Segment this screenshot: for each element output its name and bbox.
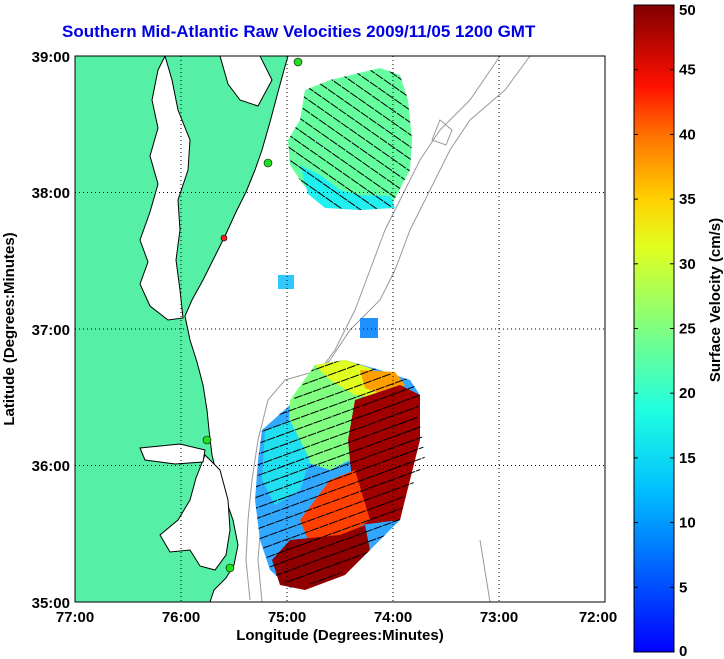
colorbar-tick-label: 35 xyxy=(679,191,696,208)
plot-frame xyxy=(74,55,606,603)
velocity-field-south xyxy=(255,360,425,590)
x-tick-label: 73:00 xyxy=(480,609,518,626)
x-tick-label: 77:00 xyxy=(56,609,94,626)
x-tick-label: 76:00 xyxy=(162,609,200,626)
x-tick-label: 75:00 xyxy=(268,609,306,626)
colorbar-tick-label: 30 xyxy=(679,256,696,273)
colorbar-tick-label: 10 xyxy=(679,515,696,532)
colorbar-ticks: 0 5 10 15 20 25 30 35 40 45 50 xyxy=(634,2,696,659)
x-axis-label: Longitude (Degrees:Minutes) xyxy=(236,627,444,644)
station-marker xyxy=(225,563,235,573)
station-marker-inactive xyxy=(220,234,228,242)
station-marker xyxy=(293,57,303,67)
colorbar-tick-label: 0 xyxy=(679,643,687,659)
colorbar-tick-label: 20 xyxy=(679,385,696,402)
chesapeake-bay xyxy=(139,56,191,321)
colorbar-tick-label: 5 xyxy=(679,579,687,596)
colorbar-tick-label: 40 xyxy=(679,126,696,143)
y-tick-label: 35:00 xyxy=(32,595,70,612)
radar-stations xyxy=(202,57,303,573)
x-tick-label: 74:00 xyxy=(374,609,412,626)
colorbar-tick-label: 15 xyxy=(679,450,696,467)
x-tick-label: 72:00 xyxy=(579,609,617,626)
colorbar-tick-label: 25 xyxy=(679,321,696,338)
velocity-field-north xyxy=(288,68,412,210)
y-tick-label: 38:00 xyxy=(32,185,70,202)
colorbar: 0 5 10 15 20 25 30 35 40 45 50 Surface Velocity (c… xyxy=(633,2,724,659)
y-axis: 39:00 38:00 37:00 36:00 35:00 Latitude (… xyxy=(1,49,70,612)
y-tick-label: 39:00 xyxy=(32,49,70,66)
colorbar-gradient xyxy=(633,4,675,653)
y-axis-label: Latitude (Degrees:Minutes) xyxy=(1,232,18,425)
colorbar-tick-label: 50 xyxy=(679,2,696,19)
station-marker xyxy=(263,158,273,168)
velocity-patch-small-2 xyxy=(360,318,378,338)
map-title: Southern Mid-Atlantic Raw Velocities 200… xyxy=(62,22,536,41)
x-axis: 77:00 76:00 75:00 74:00 73:00 72:00 Long… xyxy=(56,609,617,644)
station-marker xyxy=(202,435,212,445)
y-tick-label: 37:00 xyxy=(32,322,70,339)
y-tick-label: 36:00 xyxy=(32,458,70,475)
pamlico-sound xyxy=(159,454,231,571)
delaware-bay xyxy=(219,56,273,107)
colorbar-tick-label: 45 xyxy=(679,62,696,79)
colorbar-label: Surface Velocity (cm/s) xyxy=(707,218,724,382)
velocity-patch-small-1 xyxy=(278,275,294,289)
albemarle-sound xyxy=(139,443,206,465)
graticule xyxy=(75,56,605,602)
